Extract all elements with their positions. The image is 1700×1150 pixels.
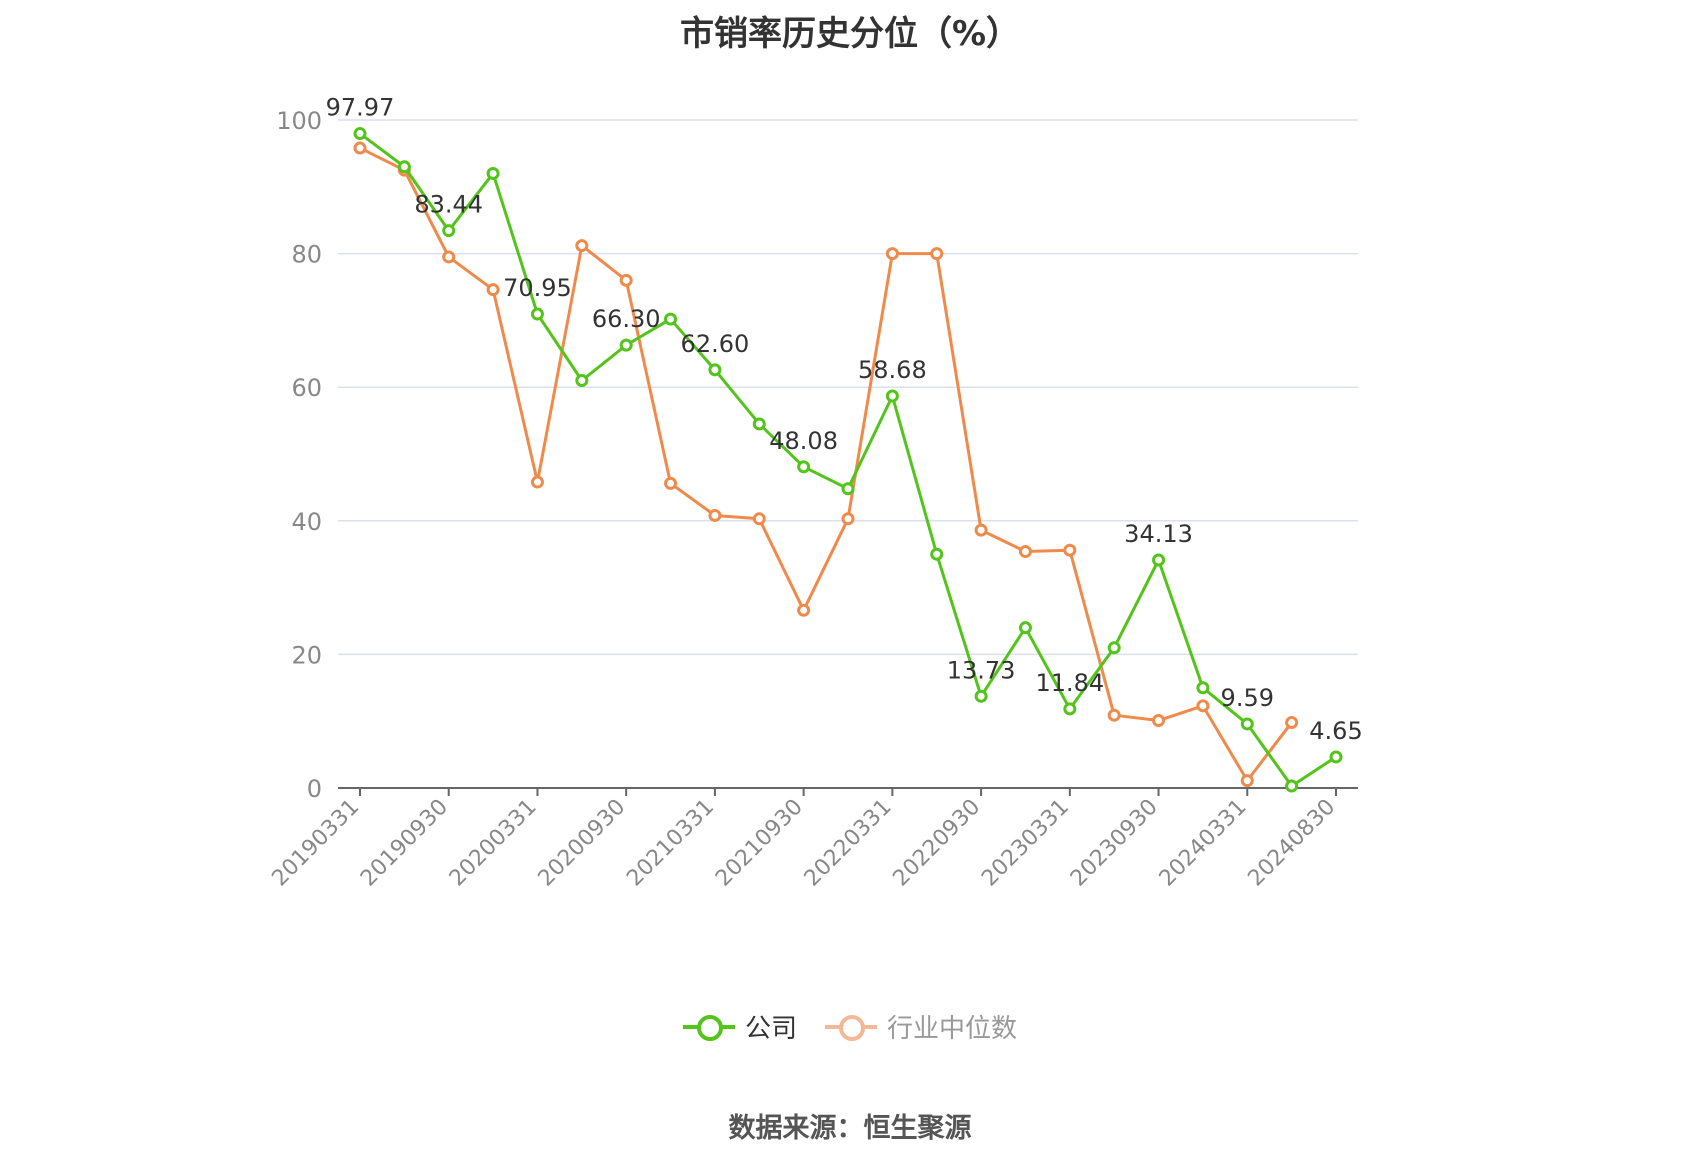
data-point xyxy=(619,273,633,287)
data-point xyxy=(1018,621,1032,635)
data-label: 4.65 xyxy=(1309,717,1362,745)
x-tick-label: 20210930 xyxy=(711,795,808,892)
data-point xyxy=(1107,641,1121,655)
data-label: 83.44 xyxy=(414,191,483,219)
grid-layer xyxy=(338,119,1358,656)
data-point xyxy=(708,363,722,377)
data-point xyxy=(664,312,678,326)
data-label: 58.68 xyxy=(858,356,927,384)
data-point xyxy=(1196,699,1210,713)
data-point xyxy=(1063,702,1077,716)
data-label: 62.60 xyxy=(681,330,750,358)
data-point xyxy=(885,389,899,403)
x-tick-label: 20190331 xyxy=(267,795,364,892)
y-tick-label: 60 xyxy=(291,374,322,402)
x-tick-label: 20200930 xyxy=(534,795,631,892)
x-tick-label: 20220930 xyxy=(888,795,985,892)
y-tick-label: 100 xyxy=(276,107,322,135)
x-tick-label: 20220331 xyxy=(800,795,897,892)
x-tick-label: 20230930 xyxy=(1066,795,1163,892)
data-point xyxy=(930,247,944,261)
legend-label: 行业中位数 xyxy=(887,1014,1018,1044)
data-point xyxy=(974,523,988,537)
data-point xyxy=(752,417,766,431)
x-tick-label: 20240331 xyxy=(1155,795,1252,892)
data-label: 9.59 xyxy=(1221,684,1274,712)
data-point xyxy=(486,166,500,180)
data-label: 34.13 xyxy=(1124,520,1193,548)
data-point xyxy=(397,160,411,174)
data-point xyxy=(1285,716,1299,730)
data-point xyxy=(797,603,811,617)
data-point xyxy=(664,476,678,490)
legend-item[interactable]: 公司 xyxy=(682,1008,797,1045)
data-label-layer: 97.97 83.44 70.95 66.30 62.60 48.08 58.68 13.73… xyxy=(326,94,1363,745)
data-point xyxy=(752,512,766,526)
data-point xyxy=(442,250,456,264)
series-line xyxy=(359,146,1293,783)
legend-label: 公司 xyxy=(744,1014,797,1044)
data-point xyxy=(1152,714,1166,728)
y-tick-label: 40 xyxy=(291,508,322,536)
data-label: 11.84 xyxy=(1035,669,1104,697)
data-point xyxy=(1063,543,1077,557)
data-label: 70.95 xyxy=(503,274,572,302)
data-point xyxy=(619,338,633,352)
x-tick-label: 20190930 xyxy=(356,795,453,892)
data-point xyxy=(841,482,855,496)
data-point xyxy=(1240,774,1254,788)
data-point xyxy=(708,508,722,522)
data-point xyxy=(530,307,544,321)
data-label: 13.73 xyxy=(947,656,1016,684)
data-point xyxy=(885,247,899,261)
chart-title: 市销率历史分位（%） xyxy=(679,14,1021,54)
legend-swatch xyxy=(825,1013,877,1041)
x-tick-label: 20210331 xyxy=(622,795,719,892)
data-point xyxy=(353,127,367,141)
source-note: 数据来源：恒生聚源 xyxy=(728,1113,972,1144)
x-tick-label: 20200331 xyxy=(445,795,542,892)
y-tick-label: 80 xyxy=(291,241,322,269)
data-point xyxy=(530,475,544,489)
series-layer xyxy=(353,127,1343,793)
legend: 公司 行业中位数 xyxy=(0,1008,1700,1045)
data-point xyxy=(486,283,500,297)
y-tick-label: 0 xyxy=(307,775,322,803)
data-point xyxy=(1196,681,1210,695)
data-point xyxy=(1285,779,1299,793)
data-label: 97.97 xyxy=(326,94,395,122)
data-point xyxy=(442,224,456,238)
data-point xyxy=(575,374,589,388)
x-tick-label: 20240830 xyxy=(1243,795,1340,892)
series-line xyxy=(359,132,1337,788)
y-tick-label: 20 xyxy=(291,641,322,669)
data-point xyxy=(1107,708,1121,722)
data-point xyxy=(1329,750,1343,764)
data-point xyxy=(1240,717,1254,731)
x-tick-label: 20230331 xyxy=(977,795,1074,892)
data-point xyxy=(575,239,589,253)
data-point xyxy=(974,689,988,703)
data-point xyxy=(841,512,855,526)
data-point xyxy=(1018,545,1032,559)
data-point xyxy=(1152,553,1166,567)
legend-swatch xyxy=(682,1013,735,1041)
legend-item[interactable]: 行业中位数 xyxy=(825,1008,1017,1045)
data-point xyxy=(930,547,944,561)
data-point xyxy=(353,141,367,155)
data-point xyxy=(797,460,811,474)
data-label: 66.30 xyxy=(592,305,661,333)
data-label: 48.08 xyxy=(769,427,838,455)
